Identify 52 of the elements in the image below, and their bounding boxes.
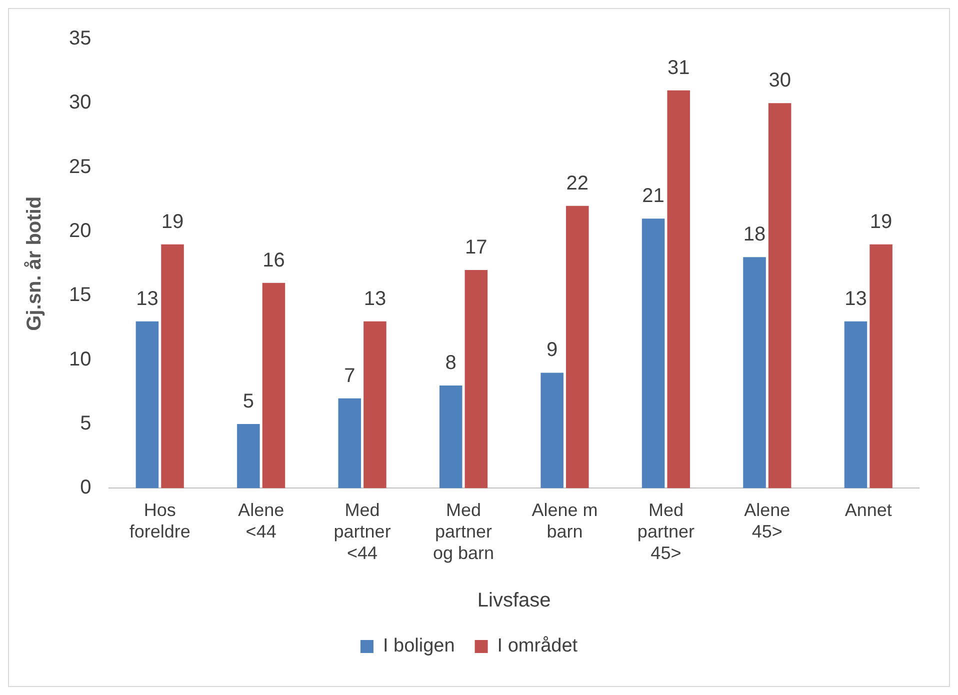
- bar: [262, 282, 286, 488]
- bar: [642, 218, 665, 488]
- bar: [566, 206, 589, 488]
- data-label: 31: [667, 56, 690, 79]
- bar: [161, 244, 184, 488]
- x-tick-label: Med partner 45>: [637, 500, 694, 564]
- y-tick-label: 25: [68, 156, 92, 178]
- data-label: 18: [743, 224, 766, 246]
- bar: [540, 372, 564, 488]
- data-label: 22: [566, 172, 589, 194]
- data-label: 7: [344, 364, 356, 387]
- data-label: 13: [844, 288, 867, 310]
- x-axis-title: Livsfase: [477, 590, 551, 612]
- data-label: 13: [364, 288, 386, 310]
- y-tick-label: 10: [68, 348, 92, 370]
- data-label: 16: [262, 249, 285, 272]
- y-axis-title: Gj.sn. år botid: [24, 196, 46, 331]
- bar: [464, 270, 488, 488]
- data-label: 19: [870, 210, 892, 233]
- data-label: 30: [768, 70, 791, 92]
- x-tick-label: Alene <44: [238, 500, 284, 542]
- data-label: 8: [445, 352, 456, 374]
- bar: [743, 257, 766, 488]
- data-label: 13: [136, 288, 158, 310]
- bar: [237, 424, 260, 488]
- x-tick-label: Med partner og barn: [432, 500, 494, 564]
- x-tick-label: Med partner <44: [334, 500, 391, 564]
- bar: [870, 244, 892, 488]
- y-tick-label: 35: [68, 28, 92, 50]
- bar: [338, 398, 362, 488]
- x-tick-label: Hos foreldre: [129, 500, 190, 542]
- bar: [667, 90, 690, 488]
- bar: [844, 321, 868, 488]
- y-tick-label: 5: [80, 412, 92, 435]
- data-label: 17: [465, 236, 488, 259]
- bar: [768, 103, 792, 488]
- data-label: 9: [546, 339, 558, 362]
- x-tick-label: Alene m barn: [532, 500, 598, 542]
- y-tick-label: 0: [80, 476, 92, 499]
- legend-label: I området: [497, 636, 578, 657]
- y-tick-label: 15: [68, 284, 92, 306]
- legend-label: I boligen: [382, 636, 455, 657]
- bar: [439, 386, 462, 488]
- y-tick-label: 20: [68, 220, 92, 242]
- x-tick-label: Annet: [844, 500, 892, 520]
- bar: [136, 321, 159, 488]
- data-label: 21: [642, 185, 664, 208]
- x-tick-label: Alene 45>: [744, 500, 790, 542]
- data-label: 5: [242, 390, 254, 413]
- bar: [364, 321, 386, 488]
- data-label: 19: [161, 210, 184, 233]
- y-tick-label: 30: [68, 92, 92, 114]
